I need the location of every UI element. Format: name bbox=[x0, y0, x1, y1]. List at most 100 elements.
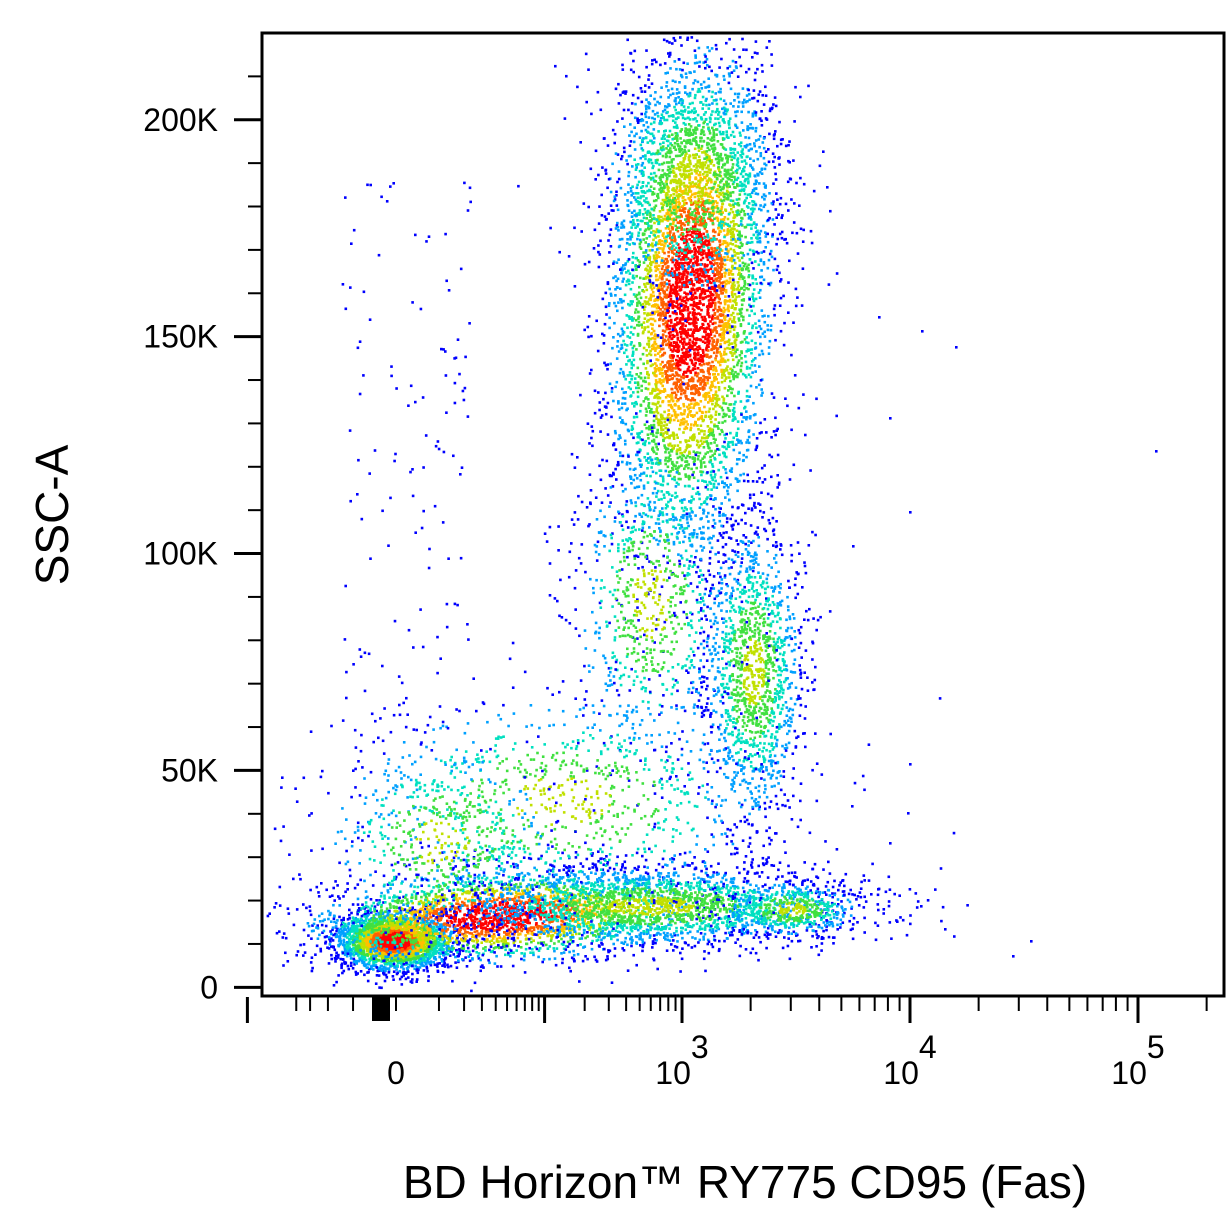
event-point bbox=[328, 913, 331, 917]
event-point bbox=[451, 948, 454, 952]
event-point bbox=[358, 941, 361, 945]
event-point bbox=[383, 919, 386, 922]
event-point bbox=[481, 953, 485, 957]
event-point bbox=[603, 947, 606, 951]
event-point bbox=[426, 969, 429, 973]
event-point bbox=[497, 864, 501, 868]
event-point bbox=[496, 940, 499, 943]
event-point bbox=[554, 903, 558, 907]
event-point bbox=[464, 956, 467, 959]
event-point bbox=[694, 937, 697, 940]
event-point bbox=[411, 896, 414, 899]
event-point bbox=[328, 895, 332, 898]
event-point bbox=[404, 972, 407, 975]
event-point bbox=[479, 958, 482, 962]
event-point bbox=[367, 909, 370, 913]
event-point bbox=[498, 914, 502, 917]
event-point bbox=[455, 948, 458, 952]
event-point bbox=[427, 928, 430, 932]
event-point bbox=[530, 940, 533, 944]
event-point bbox=[359, 878, 362, 882]
event-point bbox=[409, 911, 412, 915]
event-point bbox=[443, 965, 447, 968]
event-point bbox=[359, 949, 362, 952]
event-point bbox=[401, 962, 404, 966]
event-point bbox=[377, 967, 380, 970]
event-point bbox=[683, 941, 687, 944]
event-point bbox=[459, 948, 462, 952]
event-point bbox=[523, 874, 527, 877]
event-point bbox=[441, 964, 444, 967]
event-point bbox=[459, 888, 462, 892]
event-point bbox=[339, 934, 342, 937]
event-point bbox=[523, 952, 526, 955]
event-point bbox=[453, 917, 456, 921]
event-point bbox=[475, 938, 478, 942]
event-point bbox=[507, 875, 511, 879]
event-point bbox=[349, 961, 353, 965]
event-point bbox=[376, 932, 380, 935]
event-point bbox=[610, 981, 614, 984]
event-point bbox=[433, 932, 437, 936]
event-point bbox=[387, 937, 390, 940]
event-point bbox=[481, 964, 484, 967]
event-point bbox=[380, 905, 383, 909]
event-point bbox=[489, 909, 492, 913]
event-point bbox=[380, 936, 383, 939]
event-point bbox=[495, 954, 498, 958]
event-point bbox=[407, 976, 410, 979]
event-point bbox=[339, 931, 342, 934]
event-point bbox=[533, 911, 536, 914]
event-point bbox=[443, 922, 446, 925]
event-point bbox=[377, 974, 381, 977]
event-point bbox=[379, 910, 382, 913]
event-point bbox=[572, 865, 575, 868]
event-point bbox=[387, 967, 391, 970]
event-point bbox=[422, 928, 426, 931]
event-point bbox=[377, 911, 381, 915]
event-point bbox=[386, 912, 390, 915]
event-point bbox=[672, 939, 675, 942]
density-points bbox=[266, 36, 1158, 993]
event-point bbox=[449, 964, 453, 968]
event-point bbox=[431, 927, 435, 931]
event-point bbox=[312, 922, 316, 926]
event-point bbox=[535, 895, 539, 899]
event-point bbox=[395, 959, 399, 963]
event-point bbox=[485, 848, 489, 852]
event-point bbox=[484, 946, 487, 949]
event-point bbox=[324, 940, 328, 944]
event-point bbox=[357, 934, 361, 938]
event-point bbox=[323, 918, 326, 921]
event-point bbox=[360, 945, 364, 949]
event-point bbox=[433, 947, 437, 950]
event-point bbox=[574, 856, 578, 859]
event-point bbox=[404, 934, 408, 938]
event-point bbox=[365, 926, 369, 930]
event-point bbox=[376, 946, 380, 950]
event-point bbox=[372, 957, 376, 960]
event-point bbox=[367, 961, 371, 964]
event-point bbox=[385, 928, 388, 931]
event-point bbox=[561, 925, 565, 929]
event-point bbox=[418, 966, 422, 969]
event-point bbox=[461, 958, 464, 961]
event-point bbox=[306, 922, 310, 925]
event-point bbox=[586, 935, 589, 938]
event-point bbox=[378, 917, 382, 920]
event-point bbox=[413, 934, 416, 938]
event-point bbox=[355, 932, 358, 935]
event-point bbox=[476, 954, 480, 958]
event-point bbox=[385, 907, 389, 910]
event-point bbox=[347, 949, 351, 953]
event-point bbox=[434, 941, 437, 944]
event-point bbox=[340, 930, 344, 934]
event-point bbox=[334, 925, 338, 928]
event-point bbox=[330, 953, 333, 957]
event-point bbox=[554, 963, 558, 967]
event-point bbox=[526, 919, 530, 923]
event-point bbox=[646, 872, 650, 876]
event-point bbox=[409, 927, 413, 930]
event-point bbox=[376, 928, 379, 932]
event-point bbox=[374, 913, 378, 916]
